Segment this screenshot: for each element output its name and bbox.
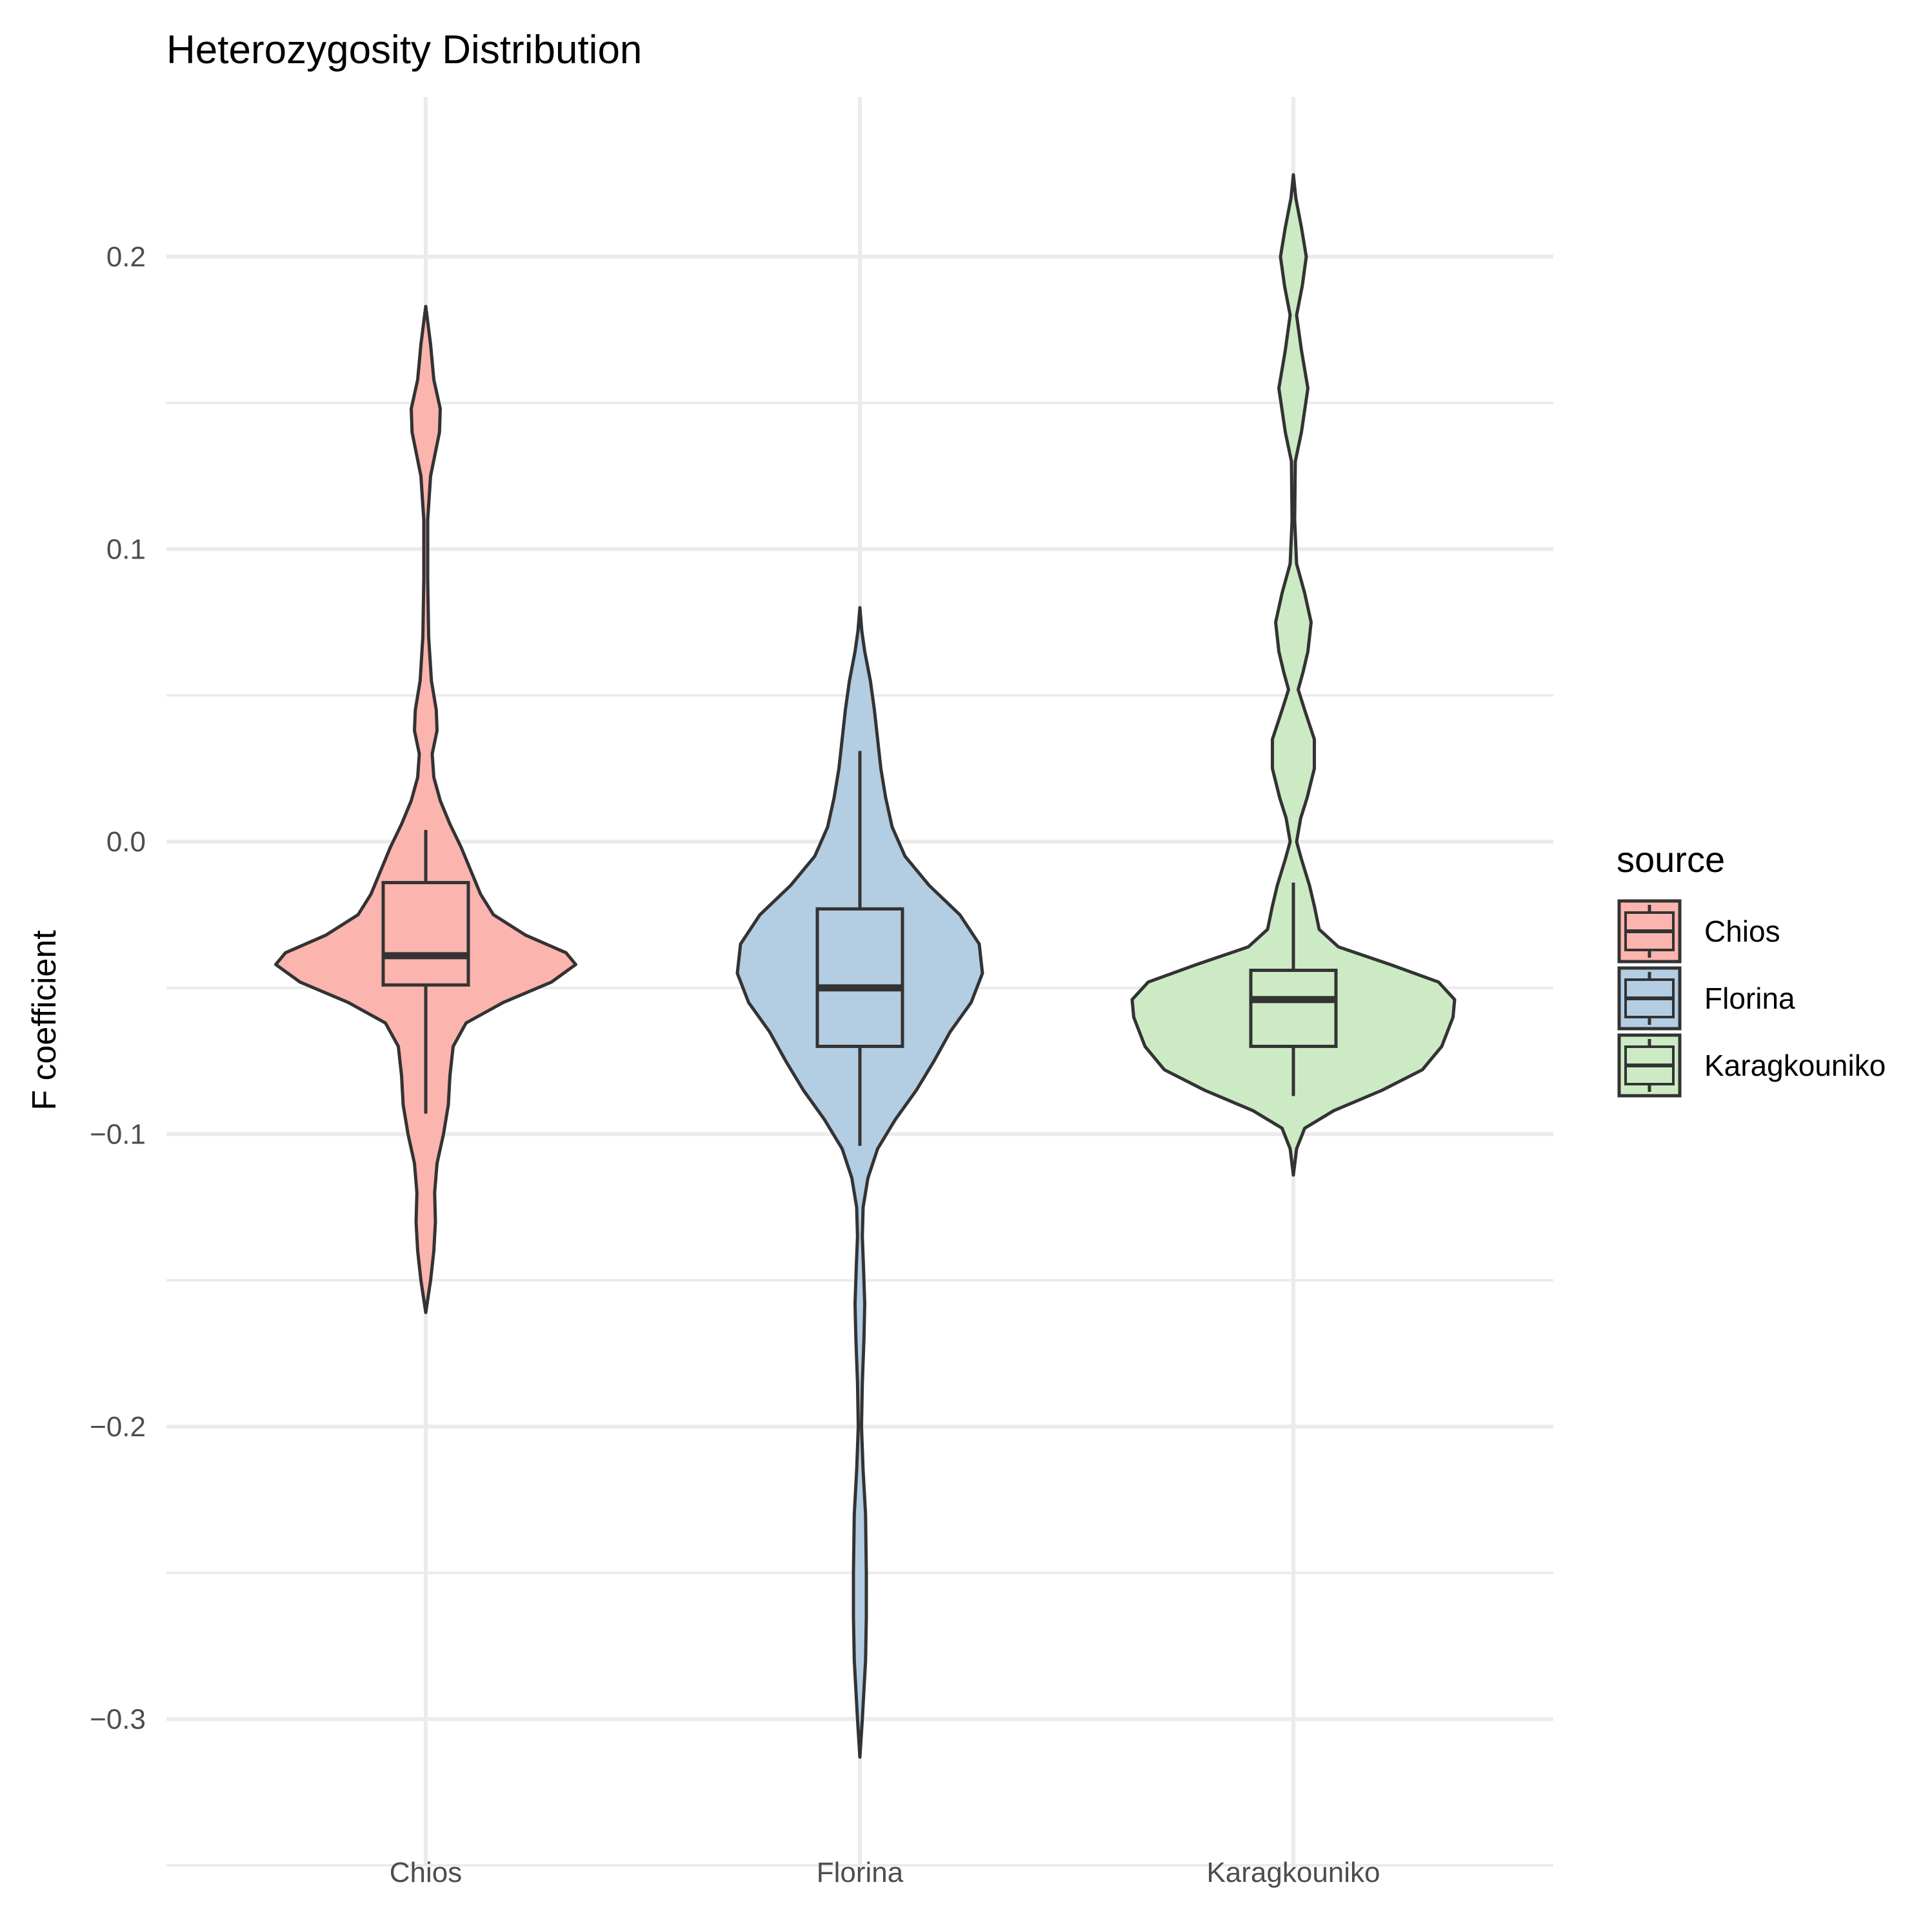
y-tick-label: −0.3 — [90, 1704, 146, 1736]
legend: source Chios Florina Karagkouniko — [1617, 839, 1886, 1098]
y-tick-label: 0.1 — [106, 534, 146, 566]
violin-chios — [274, 304, 577, 1314]
y-tick-label: −0.2 — [90, 1411, 146, 1443]
violin-florina — [735, 606, 984, 1759]
violin-karagkouniko — [1130, 173, 1457, 1177]
violin-shape — [274, 304, 577, 1314]
legend-label: Karagkouniko — [1704, 1049, 1886, 1082]
x-tick-label: Florina — [817, 1857, 904, 1888]
x-axis-ticks: Chios Florina Karagkouniko — [390, 1857, 1380, 1888]
legend-item-karagkouniko: Karagkouniko — [1617, 1033, 1886, 1098]
legend-item-chios: Chios — [1617, 899, 1780, 964]
violin-shape — [735, 606, 984, 1759]
legend-label: Chios — [1704, 915, 1780, 948]
legend-title: source — [1617, 839, 1725, 880]
violins — [274, 173, 1457, 1759]
x-tick-label: Karagkouniko — [1206, 1857, 1380, 1888]
y-tick-label: 0.0 — [106, 826, 146, 858]
box — [815, 907, 904, 1048]
legend-item-florina: Florina — [1617, 966, 1795, 1031]
y-axis-ticks: −0.3 −0.2 −0.1 0.0 0.1 0.2 — [90, 241, 146, 1736]
y-tick-label: 0.2 — [106, 241, 146, 273]
box — [381, 880, 470, 987]
x-tick-label: Chios — [390, 1857, 463, 1888]
legend-label: Florina — [1704, 982, 1795, 1015]
violin-shape — [1130, 173, 1457, 1177]
y-tick-label: −0.1 — [90, 1119, 146, 1151]
chart-title: Heterozygosity Distribution — [166, 28, 642, 72]
box — [1249, 969, 1338, 1048]
y-axis-title: F coefficient — [26, 930, 63, 1111]
